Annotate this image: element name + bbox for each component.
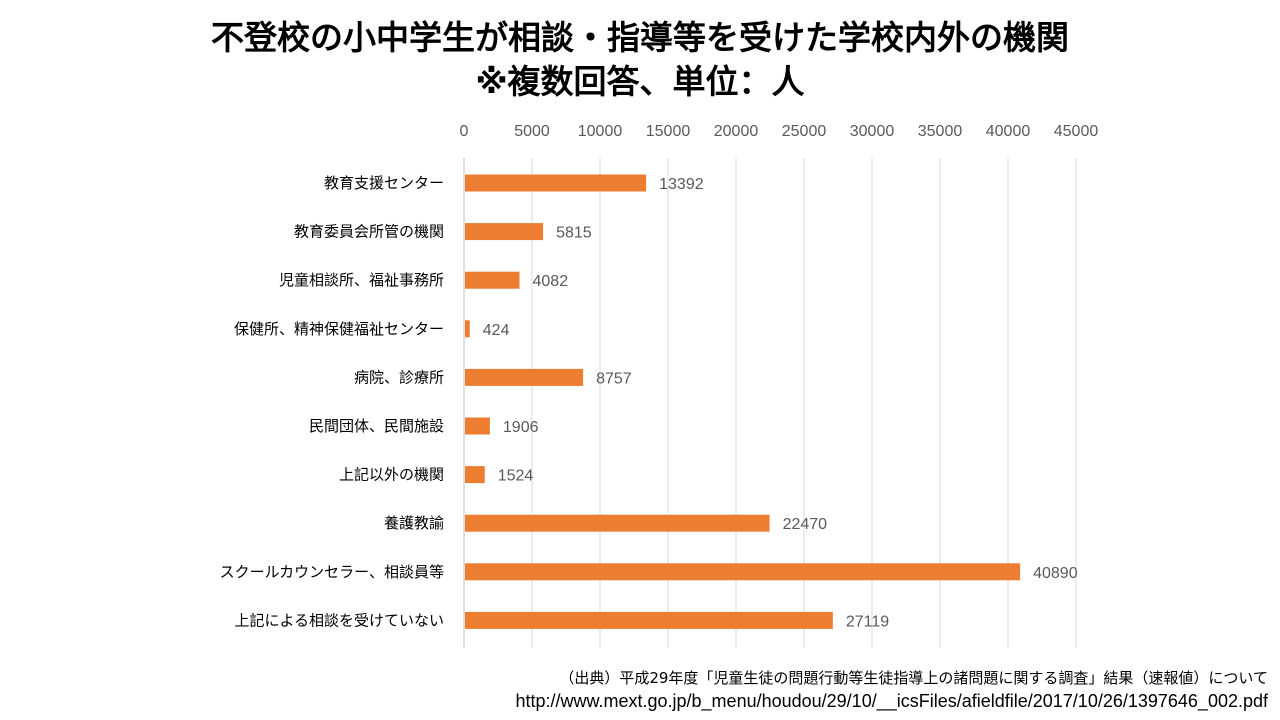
x-tick-label: 30000 xyxy=(850,123,895,140)
data-label: 22470 xyxy=(783,516,828,533)
x-tick-label: 40000 xyxy=(986,123,1031,140)
category-label: 教育委員会所管の機関 xyxy=(294,223,444,241)
category-label: 上記以外の機関 xyxy=(339,466,444,484)
x-tick-label: 20000 xyxy=(714,123,759,140)
data-label: 424 xyxy=(483,322,510,339)
category-label: 民間団体、民間施設 xyxy=(309,417,444,435)
x-tick-label: 35000 xyxy=(918,123,963,140)
x-tick-label: 0 xyxy=(460,123,469,140)
source-citation: （出典）平成29年度「児童生徒の問題行動等生徒指導上の諸問題に関する調査」結果（… xyxy=(559,669,1268,687)
category-label: 教育支援センター xyxy=(324,174,444,192)
bar-chart: 0 5000 10000 15000 20000 25000 30000 35000 40000… xyxy=(220,123,1099,648)
bar xyxy=(465,563,1021,581)
x-tick-label: 5000 xyxy=(514,123,550,140)
category-label: 児童相談所、福祉事務所 xyxy=(279,271,444,289)
chart-title-line-2: ※複数回答、単位：人 xyxy=(475,62,805,101)
data-label: 1524 xyxy=(498,468,534,485)
category-label: 養護教諭 xyxy=(384,514,444,532)
bar xyxy=(465,368,584,386)
x-tick-label: 45000 xyxy=(1054,123,1099,140)
category-label: 病院、診療所 xyxy=(354,368,444,386)
bar xyxy=(465,611,833,629)
bar xyxy=(465,466,485,484)
bar xyxy=(465,514,770,532)
category-label: 保健所、精神保健福祉センター xyxy=(234,320,444,338)
source-url: http://www.mext.go.jp/b_menu/houdou/29/1… xyxy=(515,691,1268,711)
x-tick-label: 15000 xyxy=(646,123,691,140)
data-label: 4082 xyxy=(533,273,569,290)
data-label: 5815 xyxy=(556,225,592,242)
category-label: 上記による相談を受けていない xyxy=(234,611,444,629)
data-label: 1906 xyxy=(503,419,539,436)
data-label: 27119 xyxy=(846,613,889,630)
bar xyxy=(465,320,470,338)
data-label: 40890 xyxy=(1033,565,1078,582)
chart-title-line-1: 不登校の小中学生が相談・指導等を受けた学校内外の機関 xyxy=(211,18,1069,57)
data-label: 13392 xyxy=(659,176,704,193)
bar xyxy=(465,417,490,435)
x-tick-label: 25000 xyxy=(782,123,827,140)
bar xyxy=(465,174,647,192)
category-label: スクールカウンセラー、相談員等 xyxy=(220,563,444,581)
bar xyxy=(465,223,544,241)
x-tick-label: 10000 xyxy=(578,123,623,140)
bar xyxy=(465,271,520,289)
data-label: 8757 xyxy=(596,370,632,387)
